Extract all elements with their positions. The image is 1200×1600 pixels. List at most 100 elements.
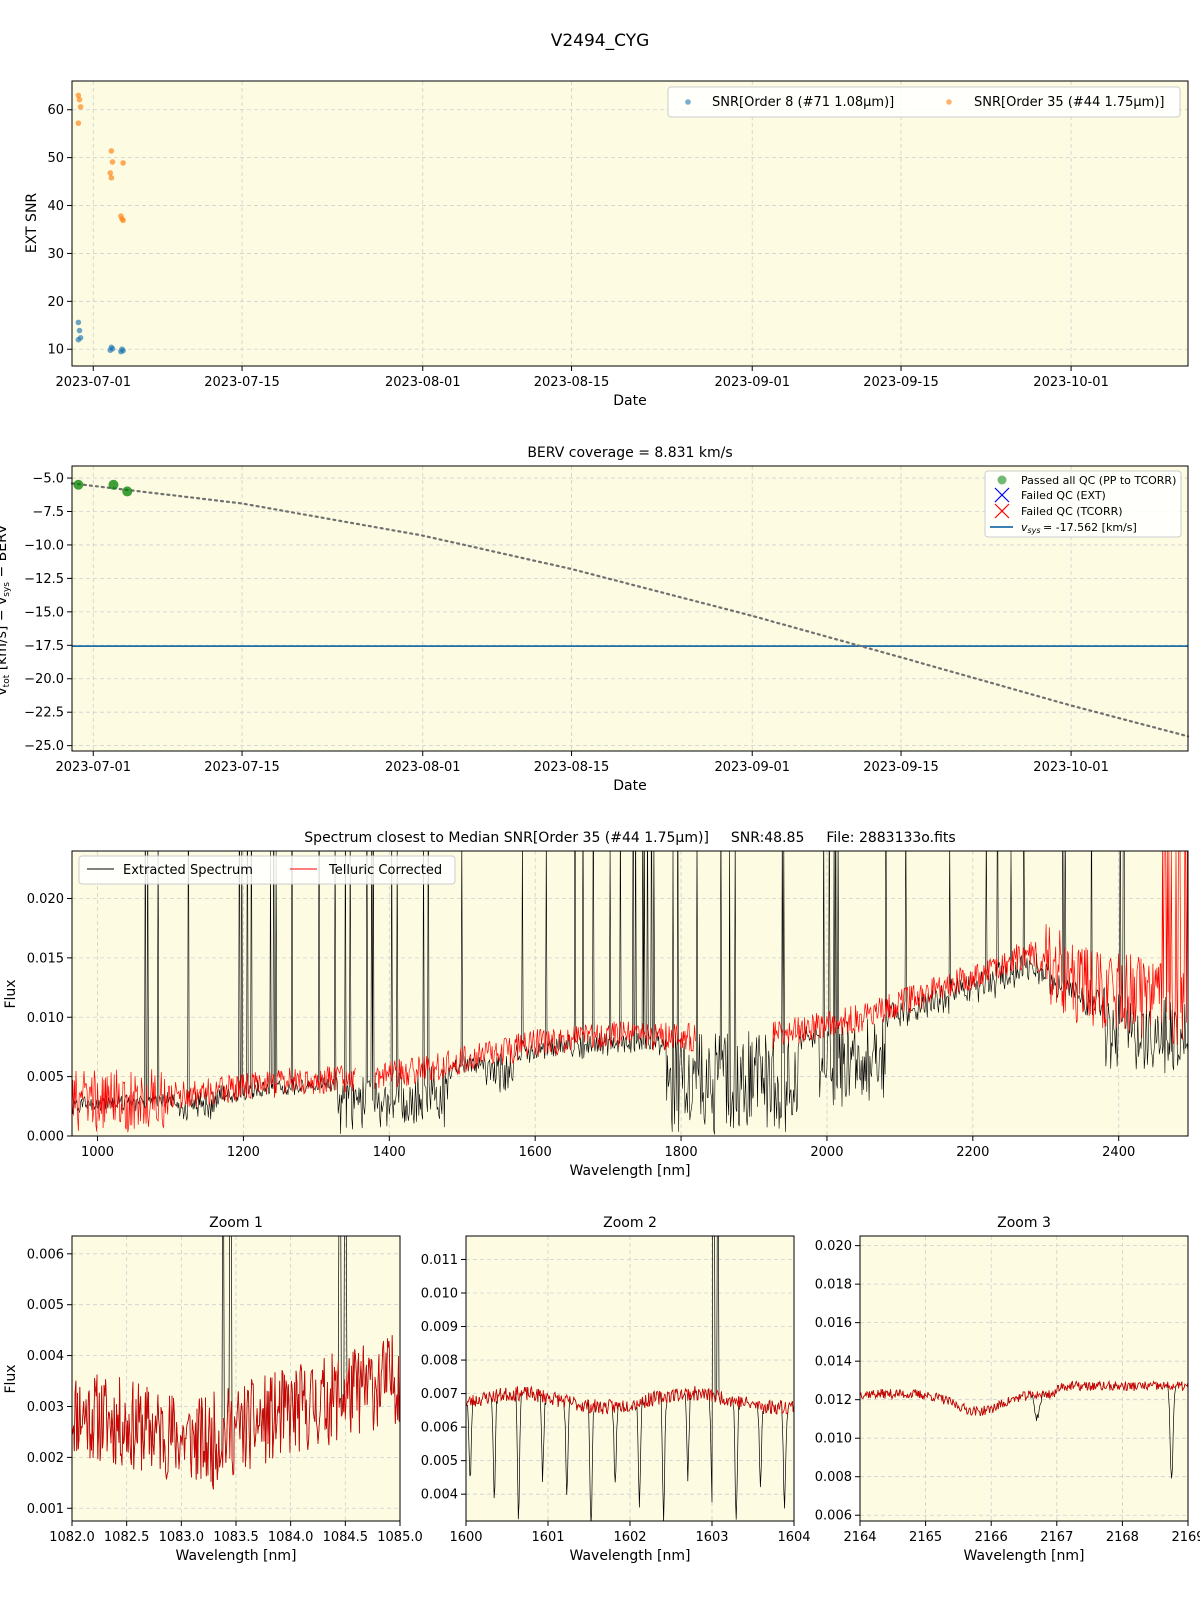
zoom3-x-tick-label: 2169	[1171, 1530, 1200, 1545]
berv-y-tick-label: −22.5	[24, 706, 64, 721]
zoom1-y-tick-label: 0.002	[27, 1451, 64, 1466]
snr-order35-point	[109, 159, 116, 165]
zoom3-title: Zoom 3	[997, 1215, 1051, 1231]
berv-y-tick-label: −15.0	[24, 605, 64, 620]
snr-x-tick-label: 2023-08-15	[534, 375, 610, 390]
spectrum-x-tick-label: 2200	[956, 1145, 989, 1160]
legend-label-failed-tcorr: Failed QC (TCORR)	[1021, 505, 1123, 518]
berv-curve	[70, 482, 1190, 738]
berv-y-tick-label: −25.0	[24, 739, 64, 754]
zoom1-x-axis-label: Wavelength [nm]	[176, 1548, 297, 1564]
zoom2-y-tick-label: 0.008	[421, 1354, 458, 1369]
zoom2-x-tick-label: 1602	[613, 1530, 646, 1545]
berv-panel: BERV coverage = 8.831 km/s 2023-07-01 202…	[0, 445, 1190, 794]
spectrum-y-tick-label: 0.000	[27, 1130, 64, 1145]
berv-x-tick-label: 2023-09-15	[863, 760, 939, 775]
zoom3-x-tick-label: 2164	[843, 1530, 876, 1545]
spectrum-panel: Spectrum closest to Median SNR[Order 35 …	[3, 830, 1189, 1179]
snr-order35-point	[120, 217, 126, 224]
berv-title: BERV coverage = 8.831 km/s	[527, 445, 732, 461]
zoom1-panel: Zoom 1 1082.0 1082.5 1083.0 1083.5 1084.0 108…	[3, 1215, 423, 1564]
berv-y-tick-label: −7.5	[32, 505, 64, 520]
zoom3-y-tick-label: 0.016	[815, 1316, 852, 1331]
zoom2-y-tick-label: 0.004	[421, 1488, 458, 1503]
zoom3-y-tick-label: 0.014	[815, 1355, 852, 1370]
spectrum-y-tick-label: 0.020	[27, 892, 64, 907]
zoom3-y-tick-label: 0.006	[815, 1509, 852, 1524]
legend-marker-failed-tcorr	[994, 503, 1010, 519]
snr-order8-point	[75, 319, 82, 326]
zoom2-telluric-line	[466, 1385, 794, 1415]
zoom1-x-tick-label: 1084.5	[323, 1530, 369, 1545]
zoom1-y-tick-label: 0.005	[27, 1298, 64, 1313]
zoom1-y-tick-label: 0.004	[27, 1349, 64, 1364]
snr-x-tick-label: 2023-07-15	[204, 375, 280, 390]
snr-x-tick-label: 2023-07-01	[55, 375, 131, 390]
berv-legend: Passed all QC (PP to TCORR) Failed QC (E…	[984, 470, 1182, 538]
berv-x-tick-label: 2023-09-01	[714, 760, 790, 775]
snr-order35-point	[76, 96, 83, 103]
zoom2-x-tick-label: 1600	[449, 1530, 482, 1545]
spectrum-x-tick-label: 1200	[227, 1145, 260, 1160]
snr-order35-point	[120, 160, 126, 166]
zoom3-y-tick-label: 0.012	[815, 1393, 852, 1408]
snr-y-tick-label: 40	[47, 199, 64, 214]
zoom2-x-tick-label: 1601	[531, 1530, 564, 1545]
spectrum-y-axis-label: Flux	[3, 979, 19, 1008]
legend-marker-passed	[997, 475, 1007, 485]
snr-x-tick-label: 2023-08-01	[385, 375, 461, 390]
legend-marker-order35	[946, 99, 952, 105]
legend-label-passed: Passed all QC (PP to TCORR)	[1021, 474, 1176, 487]
snr-y-tick-label: 30	[47, 247, 64, 262]
berv-y-tick-label: −12.5	[24, 572, 64, 587]
snr-y-axis-label: EXT SNR	[24, 193, 40, 254]
berv-x-tick-label: 2023-07-15	[204, 760, 280, 775]
legend-label-telluric: Telluric Corrected	[328, 863, 442, 878]
berv-x-tick-label: 2023-10-01	[1033, 760, 1109, 775]
spectrum-x-tick-label: 1800	[665, 1145, 698, 1160]
berv-y-axis-label: vtot [km/s] − vsys − BERV	[0, 524, 12, 696]
snr-y-tick-label: 60	[47, 103, 64, 118]
zoom3-y-tick-label: 0.008	[815, 1470, 852, 1485]
snr-y-tick-label: 20	[47, 295, 64, 310]
berv-x-tick-label: 2023-08-15	[534, 760, 610, 775]
snr-order35-point	[108, 148, 115, 154]
telluric-corrected-line	[72, 851, 1188, 1133]
snr-order35-point	[107, 170, 114, 176]
berv-passed-point	[73, 479, 84, 490]
zoom3-telluric-line	[860, 1380, 1188, 1416]
zoom1-x-tick-label: 1084.0	[268, 1530, 314, 1545]
snr-order8-point	[107, 347, 114, 353]
legend-label-vsys: = -17.562 [km/s]	[1043, 521, 1137, 534]
zoom2-y-tick-label: 0.005	[421, 1454, 458, 1469]
snr-order8-point	[76, 327, 83, 334]
zoom3-y-tick-label: 0.018	[815, 1278, 852, 1293]
zoom3-x-tick-label: 2168	[1106, 1530, 1139, 1545]
spectrum-y-tick-label: 0.010	[27, 1011, 64, 1026]
spectrum-y-tick-label: 0.005	[27, 1070, 64, 1085]
zoom1-title: Zoom 1	[209, 1215, 263, 1231]
snr-y-tick-label: 50	[47, 151, 64, 166]
snr-order35-point	[108, 174, 115, 181]
zoom2-y-tick-label: 0.009	[421, 1320, 458, 1335]
zoom3-x-tick-label: 2165	[909, 1530, 942, 1545]
zoom1-x-tick-label: 1085.0	[377, 1530, 423, 1545]
berv-y-tick-label: −17.5	[24, 639, 64, 654]
snr-order35-point	[75, 120, 82, 126]
berv-passed-point	[122, 486, 133, 497]
spectrum-y-tick-label: 0.015	[27, 951, 64, 966]
zoom1-x-tick-label: 1082.0	[49, 1530, 95, 1545]
spectrum-x-axis-label: Wavelength [nm]	[570, 1163, 691, 1179]
zoom2-x-axis-label: Wavelength [nm]	[570, 1548, 691, 1564]
legend-label-failed-ext: Failed QC (EXT)	[1021, 489, 1106, 502]
snr-order8-point	[118, 348, 124, 355]
zoom2-y-tick-label: 0.006	[421, 1421, 458, 1436]
snr-x-tick-label: 2023-09-15	[863, 375, 939, 390]
figure-title: V2494_CYG	[551, 31, 650, 51]
snr-order35-point	[75, 92, 82, 99]
legend-label-order35: SNR[Order 35 (#44 1.75μm)]	[974, 95, 1165, 110]
spectrum-x-tick-label: 2000	[810, 1145, 843, 1160]
spectrum-title: Spectrum closest to Median SNR[Order 35 …	[304, 830, 955, 846]
legend-label-order8: SNR[Order 8 (#71 1.08μm)]	[712, 95, 894, 110]
